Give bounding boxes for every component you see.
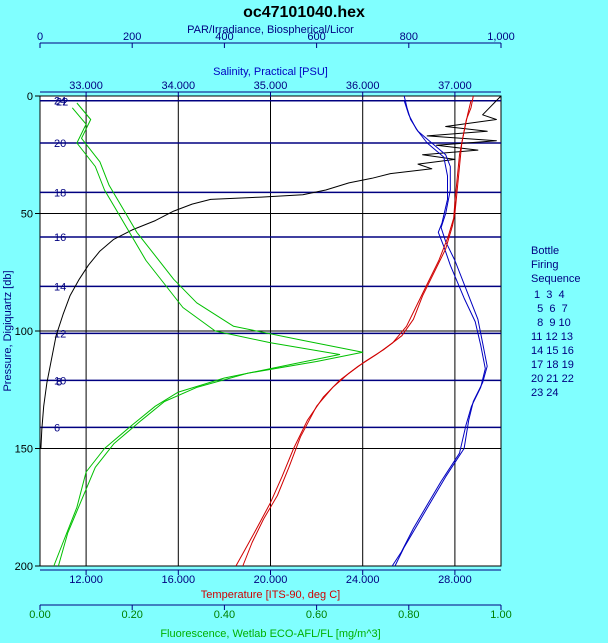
salinity-tick-label: 34.000	[161, 80, 195, 92]
fluorescence-series-line-6	[57, 102, 364, 567]
legend-row: 1 3 4	[531, 289, 565, 301]
y-tick-label: 50	[21, 209, 33, 221]
salinity-series-line-1	[394, 95, 488, 567]
fluorescence-axis-label: Fluorescence, Wetlab ECO-AFL/FL [mg/m^3]	[160, 628, 380, 640]
legend-row: 14 15 16	[531, 345, 574, 357]
grid	[40, 95, 501, 567]
fluorescence-tick-label: 0.40	[214, 609, 235, 621]
temperature-series-line-4	[235, 100, 472, 567]
par-axis-label: PAR/Irradiance, Biospherical/Licor	[187, 24, 354, 36]
legend-title: Bottle	[531, 245, 559, 257]
fluorescence-series-line-5	[53, 107, 341, 567]
y-tick-label: 0	[27, 91, 33, 103]
temperature-tick-label: 24.000	[346, 574, 380, 586]
par-tick-label: 600	[307, 31, 325, 43]
salinity-tick-label: 37.000	[438, 80, 472, 92]
temperature-tick-label: 12.000	[69, 574, 103, 586]
salinity-tick-label: 33.000	[69, 80, 103, 92]
salinity-tick-label: 35.000	[254, 80, 288, 92]
bottle-label-20: 20	[54, 138, 66, 150]
salinity-axis-label: Salinity, Practical [PSU]	[213, 66, 328, 78]
bottle-label-10: 10	[54, 375, 66, 387]
bottle-label-24: 24	[54, 96, 66, 108]
legend-title: Sequence	[531, 273, 581, 285]
fluorescence-tick-label: 0.60	[306, 609, 327, 621]
temperature-tick-label: 28.000	[438, 574, 472, 586]
fluorescence-tick-label: 1.00	[490, 609, 511, 621]
axes: 0 50 100 150 200 0 200 400 600 800 1,000 PAR/Irradi…	[15, 24, 515, 640]
legend-row: 20 21 22	[531, 373, 574, 385]
temperature-series-line-3	[242, 95, 474, 567]
par-tick-label: 800	[400, 31, 418, 43]
bottle-label-16: 16	[54, 232, 66, 244]
y-tick-label: 100	[15, 326, 33, 338]
temperature-tick-label: 20.000	[254, 574, 288, 586]
series	[40, 95, 502, 567]
bottle-label-18: 18	[54, 187, 66, 199]
bottle-label-22: 22	[56, 97, 68, 109]
bottle-label-14: 14	[54, 281, 66, 293]
temperature-axis-label: Temperature [ITS-90, deg C]	[201, 589, 340, 601]
y-tick-label: 200	[15, 561, 33, 573]
bottle-label-8: 8	[56, 376, 62, 388]
par-tick-label: 1,000	[487, 31, 515, 43]
salinity-tick-label: 36.000	[346, 80, 380, 92]
fluorescence-tick-label: 0.00	[29, 609, 50, 621]
legend-row: 11 12 13	[531, 331, 573, 343]
par-tick-label: 400	[215, 31, 233, 43]
legend: Bottle Firing Sequence 1 3 4 5 6 7 8 9 10 1…	[531, 245, 581, 399]
fluorescence-tick-label: 0.80	[398, 609, 419, 621]
y-axis-label: Pressure, Digiquartz [db]	[2, 270, 14, 391]
temperature-tick-label: 16.000	[161, 574, 195, 586]
par-tick-label: 200	[123, 31, 141, 43]
fluorescence-tick-label: 0.20	[121, 609, 142, 621]
legend-row: 17 18 19	[531, 359, 574, 371]
y-tick-label: 150	[15, 444, 33, 456]
par-series-line-0	[40, 95, 502, 449]
salinity-series-line-2	[391, 100, 486, 567]
legend-title: Firing	[531, 259, 559, 271]
legend-row: 5 6 7	[531, 303, 568, 315]
legend-row: 8 9 10	[531, 317, 571, 329]
par-tick-label: 0	[37, 31, 43, 43]
bottle-label-6: 6	[54, 422, 60, 434]
legend-row: 23 24	[531, 387, 559, 399]
chart-title: oc47101040.hex	[243, 4, 365, 21]
